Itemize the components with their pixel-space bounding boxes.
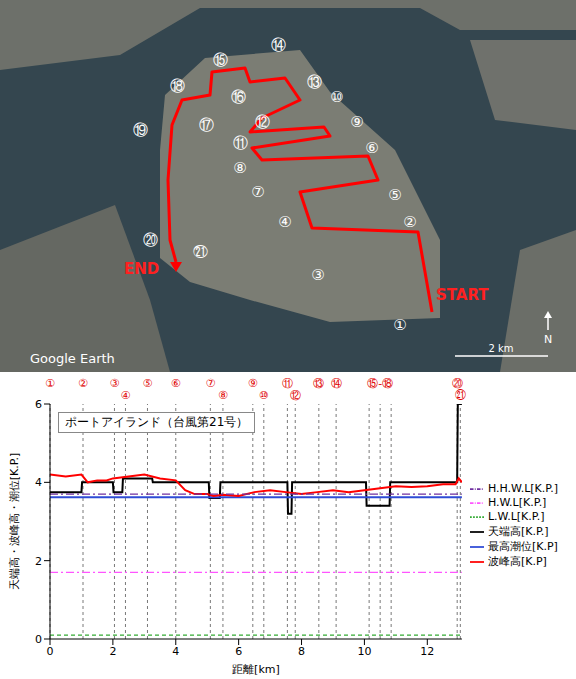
svg-text:12: 12 (420, 645, 434, 658)
svg-text:6: 6 (35, 398, 42, 411)
svg-text:10: 10 (357, 645, 371, 658)
svg-text:⑩: ⑩ (259, 389, 269, 402)
svg-text:⑮-⑱: ⑮-⑱ (367, 377, 393, 390)
svg-text:0: 0 (35, 633, 42, 646)
svg-text:①: ① (45, 377, 55, 390)
svg-text:①: ① (393, 316, 406, 334)
svg-text:⑪: ⑪ (233, 134, 248, 152)
svg-text:⑭: ⑭ (331, 377, 342, 390)
svg-text:④: ④ (121, 389, 131, 402)
svg-text:③: ③ (311, 266, 324, 284)
svg-text:8: 8 (298, 645, 305, 658)
svg-text:⑤: ⑤ (143, 377, 153, 390)
svg-text:㉑: ㉑ (193, 243, 208, 261)
svg-text:⑰: ⑰ (199, 116, 214, 134)
svg-text:4: 4 (172, 645, 179, 658)
svg-text:N: N (544, 333, 552, 346)
html-text:ポートアイランド（台風第21号）: ポートアイランド（台風第21号） (65, 415, 249, 429)
html-text:L.W.L[K.P.]: L.W.L[K.P.] (487, 510, 545, 523)
svg-text:4: 4 (35, 476, 42, 489)
svg-text:⑥: ⑥ (365, 139, 378, 157)
svg-text:⑦: ⑦ (251, 183, 264, 201)
svg-text:距離[km]: 距離[km] (232, 663, 280, 676)
svg-text:②: ② (403, 213, 416, 231)
svg-text:天端高・波峰高・潮位[K.P.]: 天端高・波峰高・潮位[K.P.] (8, 453, 21, 591)
svg-text:⑦: ⑦ (205, 377, 215, 390)
svg-text:③: ③ (110, 377, 120, 390)
svg-text:⑮: ⑮ (213, 51, 228, 69)
svg-text:⑫: ⑫ (255, 113, 270, 131)
svg-text:⑨: ⑨ (350, 113, 363, 131)
svg-text:⑱: ⑱ (170, 77, 185, 95)
svg-text:⑥: ⑥ (171, 377, 181, 390)
svg-text:⑧: ⑧ (233, 159, 246, 177)
svg-text:⑳: ⑳ (451, 377, 463, 390)
svg-text:⑩: ⑩ (330, 88, 343, 106)
svg-text:⑭: ⑭ (271, 36, 286, 54)
svg-text:⑬: ⑬ (307, 73, 322, 91)
svg-text:START: START (436, 286, 489, 304)
svg-text:⑫: ⑫ (290, 389, 301, 402)
html-text:天端高[K.P.]: 天端高[K.P.] (487, 525, 549, 538)
html-text:波峰高[K.P]: 波峰高[K.P] (487, 555, 547, 568)
svg-text:㉑: ㉑ (455, 389, 466, 402)
svg-text:2 km: 2 km (488, 343, 513, 354)
svg-text:⑯: ⑯ (231, 88, 246, 106)
svg-text:④: ④ (278, 213, 291, 231)
svg-text:⑤: ⑤ (388, 186, 401, 204)
svg-text:END: END (124, 260, 159, 278)
svg-text:2: 2 (109, 645, 116, 658)
svg-text:⑬: ⑬ (313, 377, 324, 390)
svg-text:⑳: ⑳ (143, 231, 158, 249)
html-text:最高潮位[K.P]: 最高潮位[K.P] (487, 540, 558, 553)
svg-text:6: 6 (235, 645, 242, 658)
svg-text:⑪: ⑪ (281, 377, 293, 390)
svg-text:⑲: ⑲ (133, 121, 148, 139)
svg-text:⑧: ⑧ (218, 389, 228, 402)
svg-text:Google Earth: Google Earth (30, 351, 115, 366)
svg-text:2: 2 (35, 555, 42, 568)
html-text:H.H.W.L[K.P.]: H.H.W.L[K.P.] (487, 482, 558, 495)
svg-text:②: ② (78, 377, 88, 390)
html-text:H.W.L[K.P.]: H.W.L[K.P.] (487, 496, 547, 509)
svg-text:⑨: ⑨ (248, 377, 258, 390)
svg-text:0: 0 (47, 645, 54, 658)
